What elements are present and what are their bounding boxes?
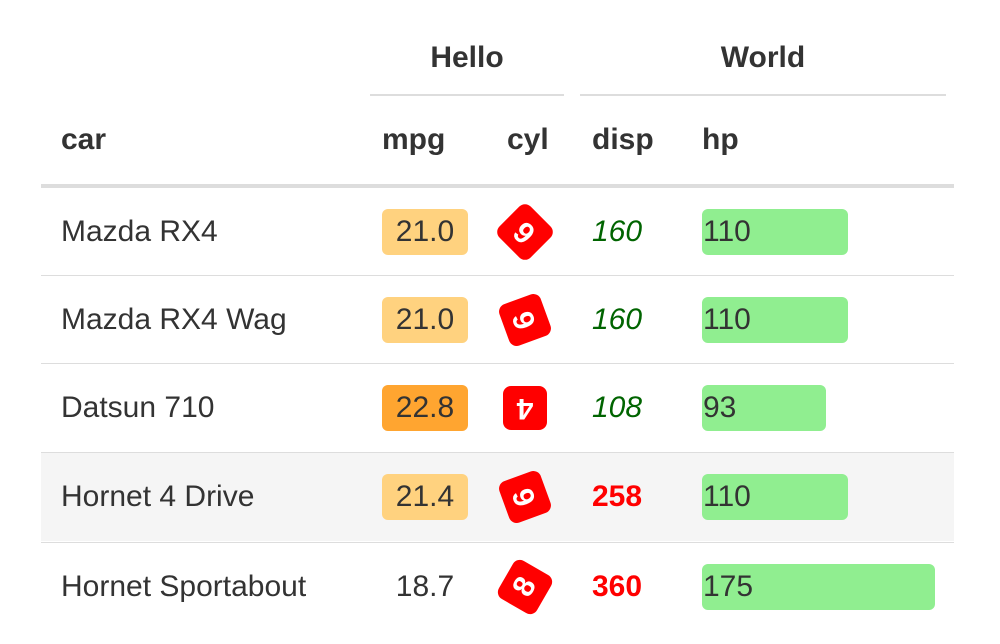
table-row: Datsun 710 22.8 4 108 93 <box>41 364 954 452</box>
cell-hp: 110 <box>703 303 751 336</box>
cell-disp: 160 <box>592 303 643 336</box>
cell-hp: 110 <box>703 215 751 248</box>
column-header-car: car <box>61 123 107 156</box>
hp-bar <box>702 297 848 343</box>
row-divider <box>41 275 954 276</box>
cell-mpg: 21.0 <box>382 209 468 255</box>
cell-hp: 110 <box>703 480 751 513</box>
cell-cyl-badge: 8 <box>494 556 556 618</box>
cell-mpg: 21.0 <box>382 297 468 343</box>
cell-hp: 93 <box>703 391 737 424</box>
cell-car: Hornet Sportabout <box>61 570 307 603</box>
hp-bar <box>702 209 848 255</box>
table-row: Mazda RX4 Wag 21.0 6 160 110 <box>41 276 954 364</box>
group-header-hello: Hello <box>430 41 504 74</box>
row-divider <box>41 363 954 364</box>
cell-car: Hornet 4 Drive <box>61 480 255 513</box>
column-header-hp: hp <box>702 123 739 156</box>
cell-cyl-badge: 6 <box>496 468 554 526</box>
table-row: Hornet 4 Drive 21.4 6 258 110 <box>41 453 954 541</box>
table-row: Hornet Sportabout 18.7 8 360 175 <box>41 543 954 631</box>
cell-cyl-badge: 6 <box>493 200 557 264</box>
cell-car: Datsun 710 <box>61 391 215 424</box>
column-header-disp: disp <box>592 123 654 156</box>
table-row: Mazda RX4 21.0 6 160 110 <box>41 188 954 276</box>
cell-mpg: 18.7 <box>395 570 455 603</box>
cell-mpg: 22.8 <box>382 385 468 431</box>
group-underline-hello <box>370 94 564 96</box>
cell-car: Mazda RX4 Wag <box>61 303 287 336</box>
cell-disp: 258 <box>592 480 643 513</box>
cell-disp: 160 <box>592 215 643 248</box>
cell-disp: 360 <box>592 570 643 603</box>
hp-bar <box>702 474 848 520</box>
header-rule <box>41 184 954 188</box>
column-header-mpg: mpg <box>382 123 446 156</box>
cell-cyl-badge: 6 <box>496 291 554 349</box>
group-underline-world <box>580 94 946 96</box>
row-divider <box>41 542 954 543</box>
cell-disp: 108 <box>592 391 643 424</box>
cell-mpg: 21.4 <box>382 474 468 520</box>
hp-bar <box>702 385 826 431</box>
group-header-world: World <box>720 41 806 74</box>
hp-bar <box>702 564 935 610</box>
cell-cyl-badge: 4 <box>503 386 547 430</box>
cell-car: Mazda RX4 <box>61 215 218 248</box>
column-header-cyl: cyl <box>507 123 549 156</box>
cell-hp: 175 <box>703 570 754 603</box>
row-divider <box>41 452 954 453</box>
